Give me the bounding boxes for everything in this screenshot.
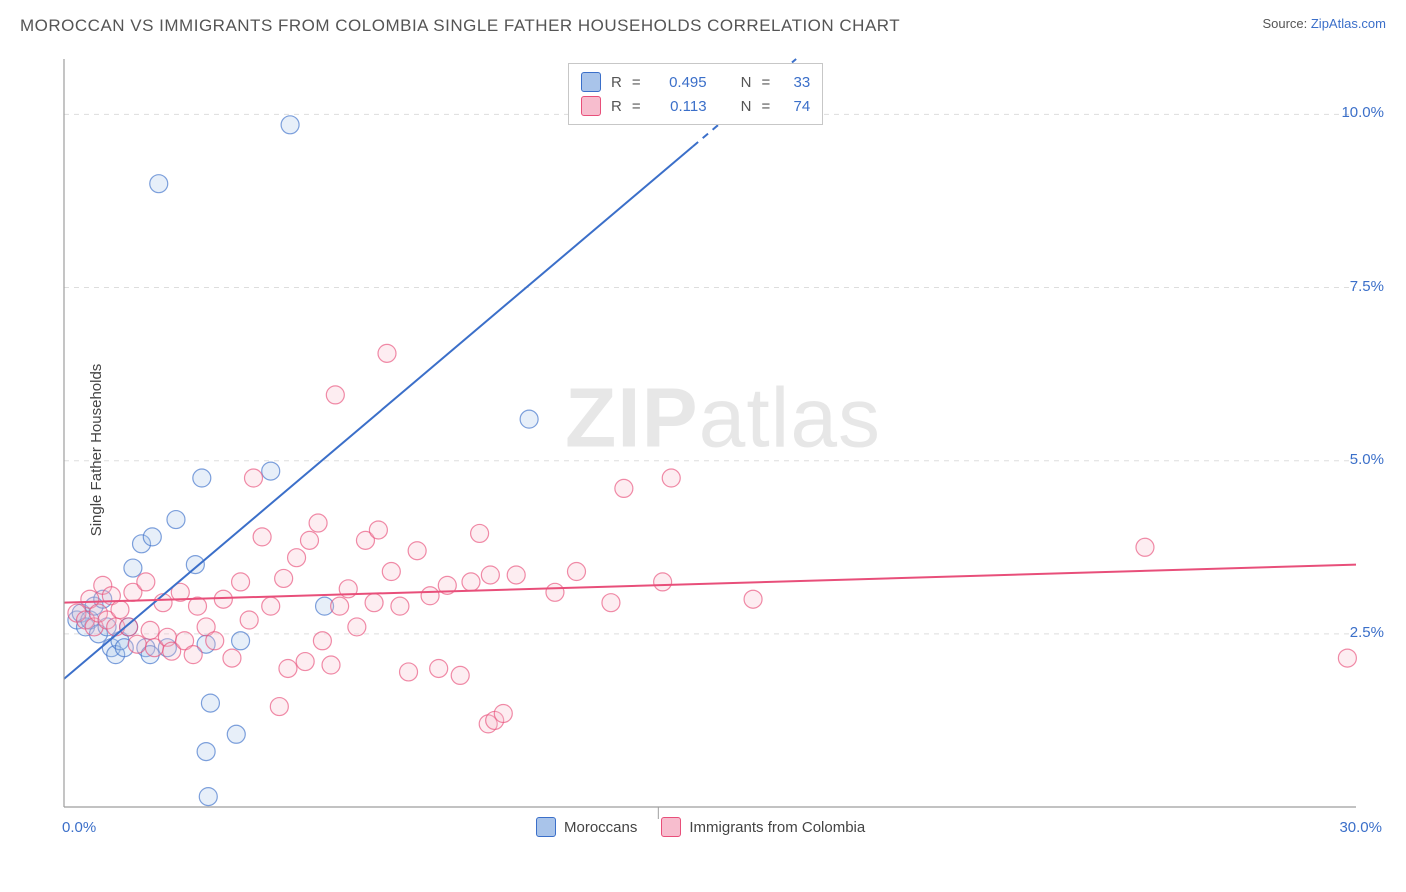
tick-label: 30.0%: [1339, 819, 1382, 836]
eq-label: =: [632, 98, 641, 115]
legend-swatch: [581, 96, 601, 116]
series-label: Moroccans: [564, 819, 637, 836]
n-label: N: [741, 74, 752, 91]
tick-label: 7.5%: [1350, 278, 1384, 295]
r-value: 0.113: [651, 98, 707, 115]
n-label: N: [741, 98, 752, 115]
r-label: R: [611, 98, 622, 115]
correlation-row-moroccans: R = 0.495 N = 33: [581, 70, 810, 94]
n-value: 74: [780, 98, 810, 115]
tick-label: 2.5%: [1350, 624, 1384, 641]
n-value: 33: [780, 74, 810, 91]
chart-container: Single Father Households ZIPatlas R=0.49…: [46, 55, 1386, 845]
r-value: 0.495: [651, 74, 707, 91]
correlation-row-colombia: R = 0.113 N = 74: [581, 94, 810, 118]
r-label: R: [611, 74, 622, 91]
correlation-legend: R = 0.495 N = 33 R = 0.113 N = 74: [568, 63, 823, 125]
source-prefix: Source:: [1262, 16, 1310, 31]
eq-label: =: [632, 74, 641, 91]
legend-swatch: [536, 817, 556, 837]
legend-swatch: [581, 72, 601, 92]
eq-label: =: [761, 74, 770, 91]
legend-swatch: [661, 817, 681, 837]
eq-label: =: [761, 98, 770, 115]
tick-label: 5.0%: [1350, 451, 1384, 468]
series-legend-item-moroccans[interactable]: Moroccans: [536, 817, 637, 837]
chart-title: MOROCCAN VS IMMIGRANTS FROM COLOMBIA SIN…: [20, 16, 900, 36]
source-attribution: Source: ZipAtlas.com: [1262, 16, 1386, 31]
series-label: Immigrants from Colombia: [689, 819, 865, 836]
series-legend: Moroccans Immigrants from Colombia: [536, 817, 865, 837]
series-legend-item-colombia[interactable]: Immigrants from Colombia: [661, 817, 865, 837]
tick-label: 10.0%: [1341, 104, 1384, 121]
plot-area: ZIPatlas R=0.495N=33R=0.113N=74 Moroccan…: [60, 55, 1386, 845]
scatter-chart: [60, 55, 1386, 845]
source-link[interactable]: ZipAtlas.com: [1311, 16, 1386, 31]
tick-label: 0.0%: [62, 819, 96, 836]
